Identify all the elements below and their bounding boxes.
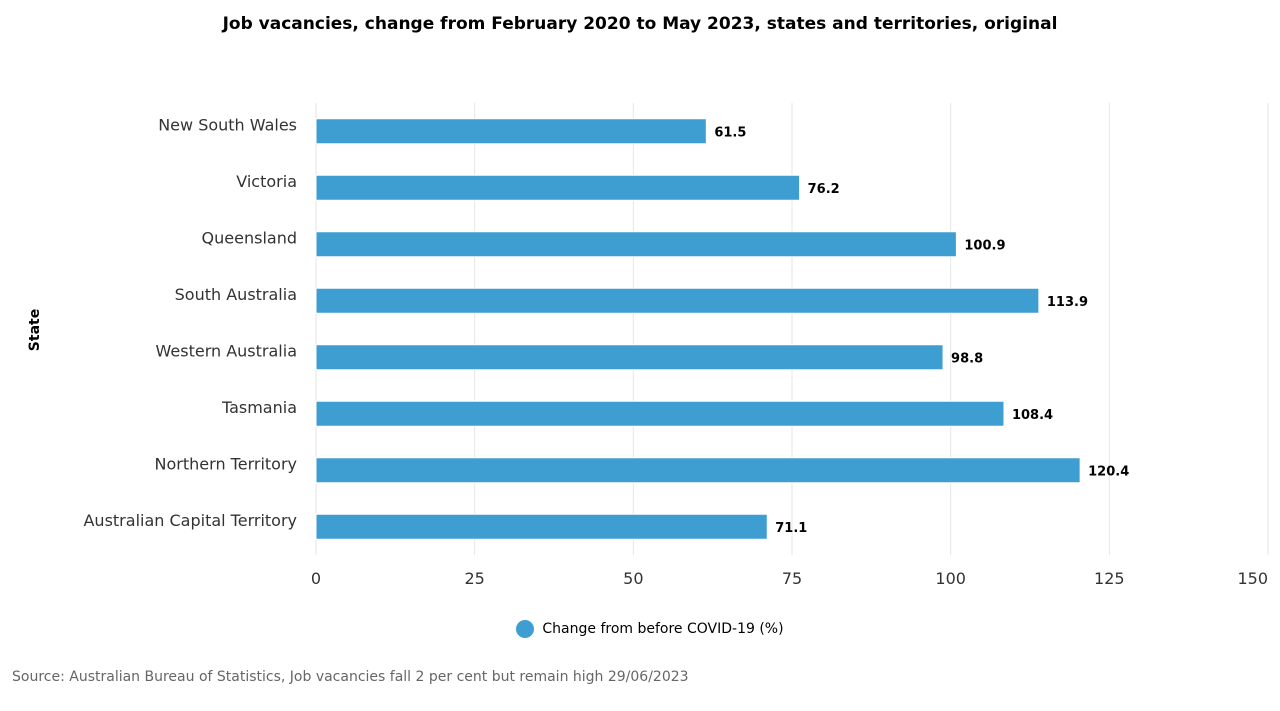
category-label: Western Australia	[156, 341, 297, 360]
x-tick-label: 0	[311, 569, 321, 588]
bar[interactable]	[315, 287, 1040, 314]
data-label: 61.5	[714, 125, 746, 140]
grid-lines	[315, 103, 1269, 555]
category-label: New South Wales	[158, 115, 297, 134]
bar[interactable]	[315, 344, 944, 371]
data-label: 100.9	[964, 238, 1005, 253]
bar[interactable]	[315, 400, 1005, 427]
bar[interactable]	[315, 174, 801, 201]
x-tick-labels: 0 25 50 75 100 125 150	[311, 569, 1268, 588]
category-label: Victoria	[236, 172, 297, 191]
data-label: 108.4	[1012, 408, 1053, 423]
x-tick-label: 150	[1237, 569, 1268, 588]
data-label: 76.2	[808, 182, 840, 197]
bar[interactable]	[315, 231, 957, 258]
category-label: Australian Capital Territory	[83, 511, 297, 530]
data-label: 113.9	[1047, 295, 1088, 310]
data-labels: 61.5 76.2 100.9 113.9 98.8 108.4 120.4 71.1	[714, 125, 1129, 536]
bars	[315, 118, 1081, 540]
legend-marker-icon	[516, 620, 535, 638]
data-label: 71.1	[775, 521, 807, 536]
x-tick-label: 75	[782, 569, 802, 588]
bar[interactable]	[315, 457, 1081, 484]
bar[interactable]	[315, 513, 768, 540]
legend-item[interactable]: Change from before COVID-19 (%)	[516, 620, 784, 638]
category-label: Tasmania	[221, 398, 297, 417]
legend-label: Change from before COVID-19 (%)	[542, 621, 784, 637]
data-label: 120.4	[1088, 464, 1129, 479]
bar[interactable]	[315, 118, 707, 145]
legend: Change from before COVID-19 (%)	[0, 620, 1280, 642]
category-label: Queensland	[202, 228, 297, 247]
x-tick-label: 125	[1094, 569, 1125, 588]
category-label: Northern Territory	[155, 454, 297, 473]
x-tick-label: 25	[464, 569, 484, 588]
category-label: South Australia	[175, 285, 297, 304]
chart-title: Job vacancies, change from February 2020…	[222, 14, 1058, 34]
source-note: Source: Australian Bureau of Statistics,…	[12, 669, 689, 685]
data-label: 98.8	[951, 351, 983, 366]
x-tick-label: 100	[935, 569, 966, 588]
y-axis-title: State	[27, 309, 43, 351]
x-tick-label: 50	[623, 569, 643, 588]
category-labels: New South Wales Victoria Queensland South A…	[83, 115, 297, 530]
